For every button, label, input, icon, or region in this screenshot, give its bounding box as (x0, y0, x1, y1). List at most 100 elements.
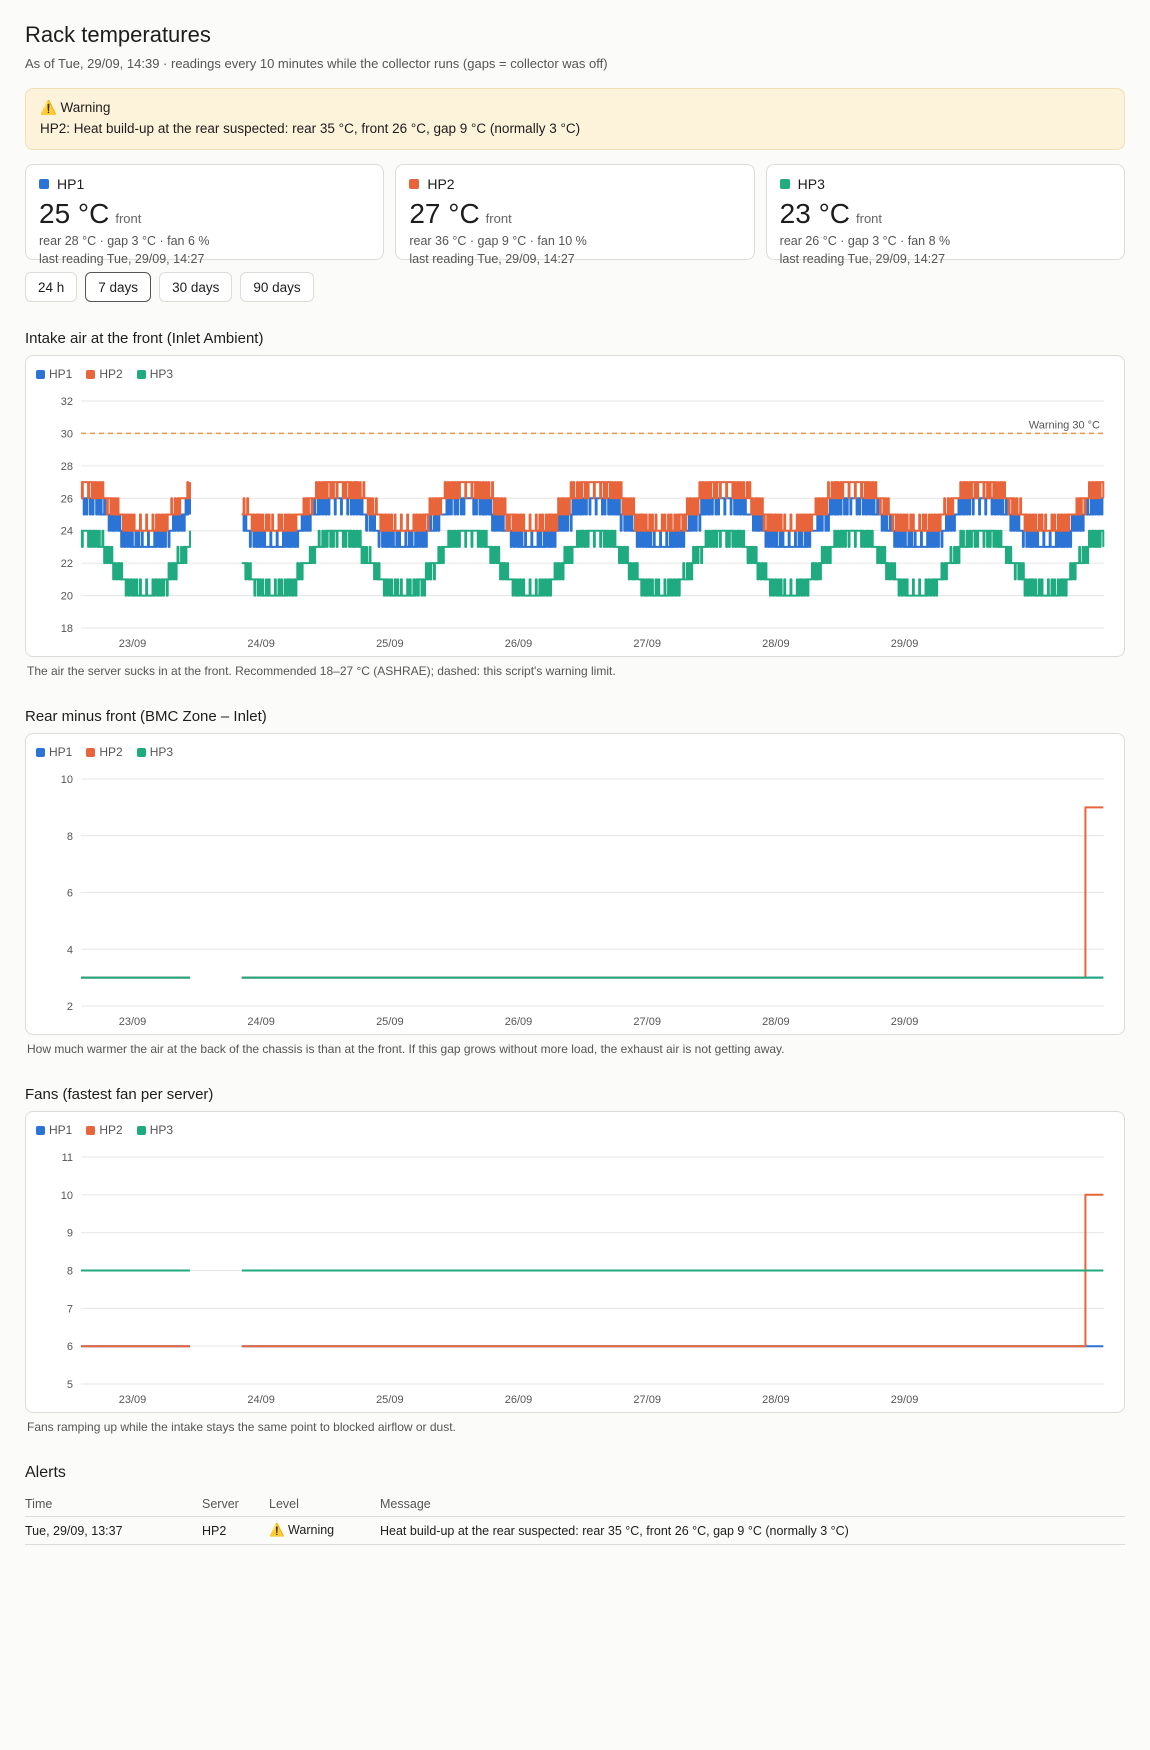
legend-hp1[interactable]: HP1 (36, 745, 72, 759)
gap-chart: HP1 HP2 HP3 2 4 6 8 10 23/09 24/09 25/09 26/09 27… (25, 733, 1125, 1035)
page-title: Rack temperatures (25, 22, 211, 47)
y-tick-label: 8 (67, 1266, 73, 1278)
x-tick-label: 29/09 (891, 638, 919, 650)
x-tick-label: 28/09 (762, 1016, 790, 1028)
y-tick-label: 18 (61, 623, 73, 635)
server-detail: rear 28 °C · gap 3 °C · fan 6 % (39, 234, 210, 248)
last-reading: last reading Tue, 29/09, 14:27 (409, 252, 575, 266)
fans-chart: HP1 HP2 HP3 5 6 7 8 9 10 11 23/09 24/09 25/09 26/0… (25, 1111, 1125, 1413)
series-line-hp2[interactable] (80, 481, 191, 532)
warning-message: HP2: Heat build-up at the rear suspected… (40, 121, 581, 136)
intake-chart-caption: The air the server sucks in at the front… (27, 664, 616, 678)
legend-label: HP3 (149, 745, 174, 759)
server-name: HP1 (57, 176, 85, 192)
y-tick-label: 11 (62, 1152, 73, 1164)
x-tick-label: 28/09 (762, 638, 790, 650)
warning-title: ⚠️ Warning (40, 100, 111, 115)
intake-chart-plot: 18 20 22 24 26 28 30 32 23/09 24/09 25/09 26/09 27/0… (61, 396, 1105, 650)
series-line-hp3[interactable] (241, 529, 1105, 597)
legend-swatch (136, 1125, 146, 1135)
column-header-time[interactable]: Time (25, 1492, 202, 1517)
server-card-hp3[interactable]: HP3 23 °C front rear 26 °C · gap 3 °C · f… (765, 164, 1125, 266)
warning-banner: ⚠️ Warning HP2: Heat build-up at the rea… (25, 88, 1125, 150)
intake-chart-title: Intake air at the front (Inlet Ambient) (25, 330, 264, 347)
table-row[interactable]: Tue, 29/09, 13:37 HP2 ⚠️ Warning Heat bu… (25, 1516, 1125, 1545)
column-header-level[interactable]: Level (269, 1492, 380, 1517)
range-24h-button[interactable]: 24 h (25, 272, 78, 302)
column-header-server[interactable]: Server (202, 1492, 269, 1517)
y-tick-label: 2 (67, 1001, 73, 1013)
front-label: front (485, 211, 512, 226)
legend-label: HP1 (49, 1123, 73, 1137)
fans-chart-title: Fans (fastest fan per server) (25, 1086, 214, 1103)
legend-label: HP3 (149, 367, 174, 381)
y-tick-label: 24 (61, 526, 73, 538)
hp3-color-dot (779, 179, 790, 189)
gap-section: Rear minus front (BMC Zone – Inlet) HP1 … (25, 708, 1125, 1056)
y-tick-label: 4 (67, 944, 73, 956)
legend-swatch (86, 1125, 96, 1135)
gap-chart-plot: 2 4 6 8 10 23/09 24/09 25/09 26/09 27/09 28/09 29/0… (61, 774, 1104, 1028)
server-name: HP3 (797, 176, 825, 192)
series-line-hp2[interactable] (241, 1193, 1104, 1348)
front-temp: 27 °C (409, 198, 480, 229)
front-temp: 23 °C (779, 198, 850, 229)
x-tick-label: 25/09 (376, 638, 404, 650)
intake-chart: HP1 HP2 HP3 18 20 22 24 26 28 30 32 23/09 24/09 25… (25, 355, 1125, 657)
hp2-color-dot (409, 179, 420, 189)
x-tick-label: 24/09 (247, 1394, 275, 1406)
intake-section: Intake air at the front (Inlet Ambient) … (25, 330, 1125, 678)
x-tick-label: 23/09 (119, 638, 147, 650)
server-detail: rear 36 °C · gap 9 °C · fan 10 % (409, 234, 587, 248)
x-tick-label: 27/09 (633, 638, 661, 650)
legend-hp1[interactable]: HP1 (36, 1123, 72, 1137)
legend-swatch (136, 747, 146, 757)
hp1-color-dot (39, 179, 49, 189)
range-selector: 24 h 7 days 30 days 90 days (25, 272, 1125, 302)
y-tick-label: 5 (67, 1379, 73, 1391)
legend-swatch (86, 747, 96, 757)
x-tick-label: 28/09 (762, 1394, 790, 1406)
fans-chart-caption: Fans ramping up while the intake stays t… (27, 1420, 456, 1434)
server-name: HP2 (427, 176, 455, 192)
alerts-header-row: Time Server Level Message (25, 1492, 1125, 1517)
range-30days-button[interactable]: 30 days (159, 272, 233, 302)
server-card-hp1[interactable]: HP1 25 °C front rear 28 °C · gap 3 °C · f… (25, 164, 385, 266)
legend-label: HP1 (49, 745, 73, 759)
range-90days-button[interactable]: 90 days (240, 272, 314, 302)
server-card-hp2[interactable]: HP2 27 °C front rear 36 °C · gap 9 °C · f… (395, 164, 755, 266)
alert-server: HP2 (202, 1516, 269, 1545)
gap-chart-caption: How much warmer the air at the back of t… (27, 1042, 785, 1056)
y-tick-label: 6 (67, 888, 73, 900)
legend-hp2[interactable]: HP2 (86, 1123, 123, 1137)
y-tick-label: 6 (67, 1341, 73, 1353)
legend-swatch (86, 369, 96, 379)
x-tick-label: 26/09 (505, 638, 533, 650)
alert-level: ⚠️ Warning (269, 1516, 380, 1545)
last-reading: last reading Tue, 29/09, 14:27 (39, 252, 205, 266)
series-line-hp3[interactable] (80, 529, 191, 597)
legend-hp2[interactable]: HP2 (86, 745, 123, 759)
legend-swatch (36, 369, 45, 379)
series-line-hp1[interactable] (80, 497, 191, 548)
chart-legend: HP1 HP2 HP3 (36, 367, 173, 381)
legend-hp3[interactable]: HP3 (136, 367, 174, 381)
legend-hp3[interactable]: HP3 (136, 745, 174, 759)
x-tick-label: 23/09 (119, 1394, 147, 1406)
y-tick-label: 9 (67, 1228, 73, 1240)
x-tick-label: 24/09 (247, 638, 275, 650)
gap-chart-title: Rear minus front (BMC Zone – Inlet) (25, 708, 267, 725)
legend-hp3[interactable]: HP3 (136, 1123, 174, 1137)
chart-legend: HP1 HP2 HP3 (36, 1123, 173, 1137)
range-7days-button[interactable]: 7 days (85, 272, 152, 302)
column-header-message[interactable]: Message (380, 1492, 1125, 1517)
y-tick-label: 28 (61, 461, 73, 473)
y-tick-label: 30 (61, 428, 73, 440)
last-reading: last reading Tue, 29/09, 14:27 (779, 252, 946, 266)
series-line-hp2[interactable] (241, 481, 1105, 532)
y-tick-label: 20 (61, 591, 73, 603)
legend-label: HP3 (149, 1123, 174, 1137)
legend-hp2[interactable]: HP2 (86, 367, 123, 381)
legend-hp1[interactable]: HP1 (36, 367, 72, 381)
threshold-label: Warning 30 °C (1029, 419, 1100, 431)
